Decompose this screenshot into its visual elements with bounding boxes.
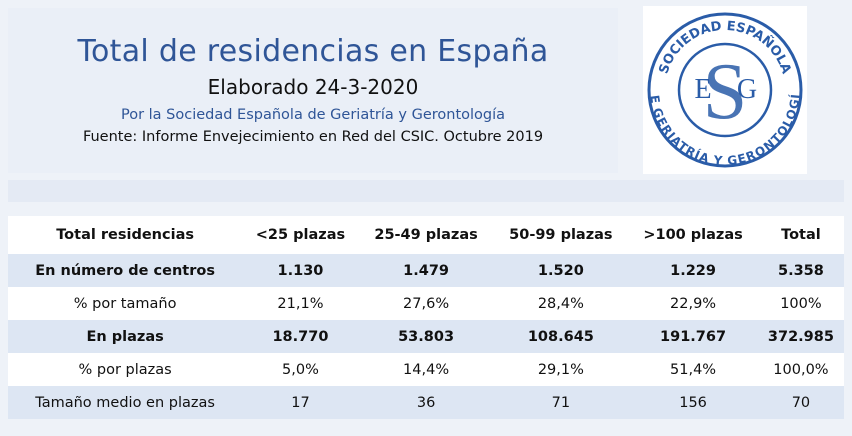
header-cell: Total residencias (8, 216, 243, 254)
row: En número de centros 1.130 1.479 1.520 1.229… (8, 254, 844, 287)
row-label: Tamaño medio en plazas (35, 394, 215, 411)
cell: 51,4% (670, 361, 717, 378)
cell: 27,6% (403, 295, 450, 312)
header-cell: 50-99 plazas (493, 216, 629, 254)
row: % por tamaño 21,1% 27,6% 28,4% 22,9% 100% (8, 287, 844, 320)
cell: 100,0% (773, 361, 829, 378)
header-cell: <25 plazas (242, 216, 359, 254)
byline: Por la Sociedad Española de Geriatría y … (120, 107, 506, 123)
separator-band (8, 180, 844, 202)
cell: 22,9% (670, 295, 717, 312)
table-body: En número de centros 1.130 1.479 1.520 1.229… (8, 254, 844, 419)
cell: 372.985 (767, 328, 834, 345)
cell: 5,0% (282, 361, 319, 378)
cell: 1.130 (277, 262, 324, 279)
row: % por plazas 5,0% 14,4% 29,1% 51,4% 100,0% (8, 353, 844, 386)
cell: 21,1% (277, 295, 324, 312)
cell: 29,1% (537, 361, 584, 378)
header-row: Total residencias <25 plazas 25-49 plazas 5… (8, 216, 844, 254)
header: Total de residencias en España Elaborado… (8, 8, 618, 173)
logo-graphic: SOCIEDAD ESPAÑOLA DE GERIATRÍA Y GERONTO… (638, 4, 803, 168)
cell: 18.770 (272, 328, 329, 345)
row-label: En número de centros (35, 262, 215, 279)
cell: 53.803 (398, 328, 455, 345)
cell: 70 (791, 394, 811, 411)
source: Fuente: Informe Envejecimiento en Red de… (82, 129, 544, 145)
subtitle: Elaborado 24-3-2020 (207, 75, 419, 99)
header-cell: Total (757, 216, 844, 254)
cell: 71 (551, 394, 571, 411)
cell: 100% (780, 295, 822, 312)
cell: 1.479 (403, 262, 450, 279)
title: Total de residencias en España (77, 34, 549, 69)
cell: 156 (679, 394, 707, 411)
logo-letter: S (703, 48, 748, 136)
logo-letter: G (737, 74, 757, 105)
row: Tamaño medio en plazas 17 36 71 156 70 (8, 386, 844, 419)
header-cell: 25-49 plazas (358, 216, 494, 254)
logo-letter: E (694, 74, 711, 105)
row-label: % por tamaño (73, 295, 177, 312)
row-label: En plazas (86, 328, 164, 345)
cell: 1.520 (537, 262, 584, 279)
table: Total residencias <25 plazas 25-49 plazas 5… (8, 216, 844, 419)
row: En plazas 18.770 53.803 108.645 191.767 372.9… (8, 320, 844, 353)
cell: 5.358 (778, 262, 824, 279)
logo: SOCIEDAD ESPAÑOLA DE GERIATRÍA Y GERONTO… (638, 4, 807, 174)
cell: 28,4% (537, 295, 584, 312)
cell: 17 (291, 394, 310, 411)
cell: 14,4% (403, 361, 450, 378)
cell: 191.767 (660, 328, 727, 345)
cell: 108.645 (527, 328, 594, 345)
outer-ring (647, 12, 803, 168)
cell: 1.229 (670, 262, 716, 279)
header-cell: >100 plazas (628, 216, 758, 254)
row-label: % por plazas (78, 361, 172, 378)
inner-ring (677, 42, 773, 138)
cell: 36 (416, 394, 436, 411)
